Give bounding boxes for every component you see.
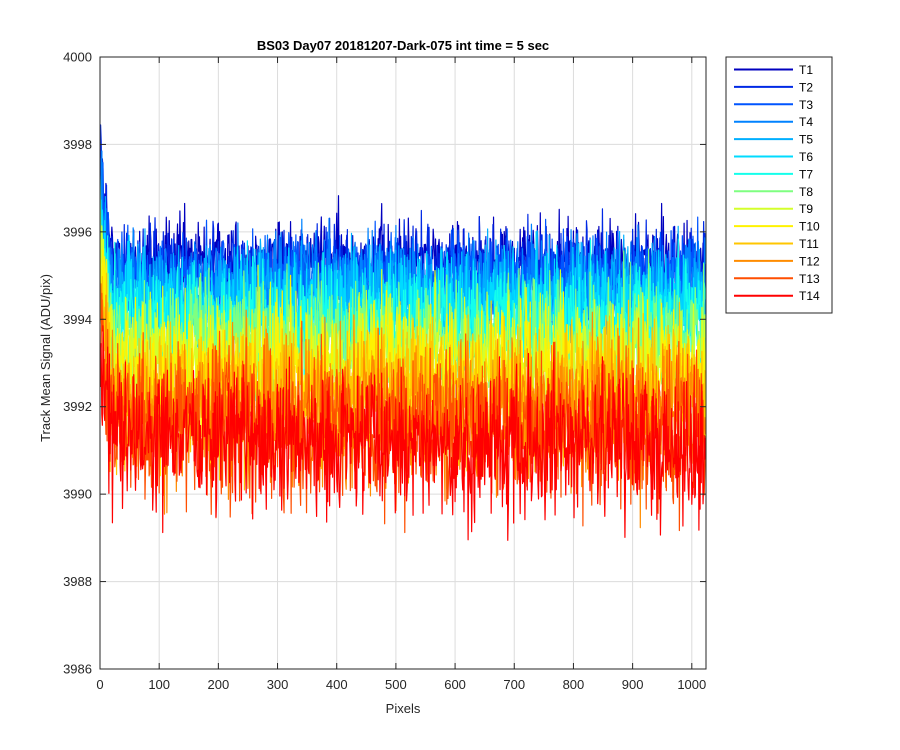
- legend-label-t1: T1: [799, 63, 813, 77]
- x-tick-label: 300: [267, 677, 289, 692]
- legend-label-t5: T5: [799, 133, 813, 147]
- legend-label-t3: T3: [799, 98, 813, 112]
- y-tick-label: 4000: [63, 50, 92, 65]
- legend-label-t8: T8: [799, 185, 813, 199]
- y-tick-label: 3994: [63, 312, 92, 327]
- x-tick-label: 1000: [677, 677, 706, 692]
- y-tick-label: 3990: [63, 487, 92, 502]
- legend-label-t9: T9: [799, 202, 813, 216]
- x-tick-label: 700: [503, 677, 525, 692]
- y-tick-label: 3992: [63, 399, 92, 414]
- x-tick-label: 900: [622, 677, 644, 692]
- y-tick-label: 3998: [63, 137, 92, 152]
- legend-box: [725, 56, 833, 314]
- legend-label-t11: T11: [799, 237, 819, 251]
- x-tick-label: 0: [96, 677, 103, 692]
- x-tick-label: 600: [444, 677, 466, 692]
- legend-label-t6: T6: [799, 150, 813, 164]
- legend-label-t7: T7: [799, 167, 813, 181]
- x-tick-label: 200: [208, 677, 230, 692]
- x-axis-label: Pixels: [386, 701, 421, 716]
- x-tick-label: 400: [326, 677, 348, 692]
- legend-label-t14: T14: [799, 289, 820, 303]
- y-tick-label: 3988: [63, 574, 92, 589]
- chart-title: BS03 Day07 20181207-Dark-075 int time = …: [257, 38, 549, 53]
- legend-label-t10: T10: [799, 220, 820, 234]
- series-group: [100, 124, 706, 541]
- legend-label-t4: T4: [799, 115, 813, 129]
- y-axis-label: Track Mean Signal (ADU/pix): [38, 274, 53, 442]
- x-tick-label: 800: [563, 677, 585, 692]
- y-tick-label: 3986: [63, 662, 92, 677]
- series-line-t14: [100, 325, 706, 541]
- plot-frame: [99, 56, 707, 670]
- legend-label-t12: T12: [799, 254, 820, 268]
- legend[interactable]: T1 T2 T3 T4 T5 T6 T7 T8 T9 T10 T11 T12 T13 T14: [725, 56, 833, 314]
- legend-label-t13: T13: [799, 272, 820, 286]
- x-tick-label: 500: [385, 677, 407, 692]
- legend-label-t2: T2: [799, 80, 813, 94]
- y-tick-label: 3996: [63, 224, 92, 239]
- axis-ticks: 0 100 200 300 400 500 600 700 800 900 1000 3986 3988…: [63, 50, 706, 693]
- x-tick-label: 100: [148, 677, 170, 692]
